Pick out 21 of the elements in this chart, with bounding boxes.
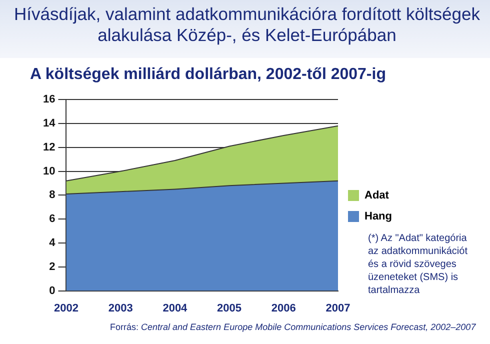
y-tick-label: 0: [49, 284, 56, 297]
x-tick-label: 2002: [54, 302, 78, 314]
y-tick-label: 12: [42, 141, 56, 154]
y-tick-label: 2: [49, 260, 56, 273]
x-tick-label: 2003: [108, 302, 133, 314]
y-tick-label: 16: [42, 94, 56, 106]
x-tick-label: 2005: [217, 302, 242, 314]
x-tick-label: 2004: [162, 302, 188, 314]
text: (*) Az "Adat" kategória az adatkommunikációt és a rövid szöveges üzeneteket (SMS) is tartalmazza: [368, 232, 468, 297]
legend-label: Adat: [364, 190, 390, 202]
x-tick-label: 2006: [271, 302, 296, 314]
y-tick-label: 4: [49, 237, 56, 250]
y-tick-label: 8: [49, 189, 56, 202]
y-tick-label: 6: [49, 213, 56, 226]
chart-subtitle: A költségek milliárd dollárban, 2002-től 2007-ig: [30, 66, 386, 84]
y-tick-label: 14: [42, 118, 56, 130]
x-tick-label: 2007: [326, 302, 350, 314]
text: Forrás: Central and Eastern Europe Mobile Communications Services Forecast, 2002–2007: [110, 322, 476, 332]
y-tick-label: 10: [42, 165, 56, 178]
legend-label: Hang: [364, 210, 392, 223]
chart-title: Hívásdíjak, valamint adatkommunikációra fordított költségek alakulása Közép-, és Kelet-Európában: [13, 4, 481, 46]
